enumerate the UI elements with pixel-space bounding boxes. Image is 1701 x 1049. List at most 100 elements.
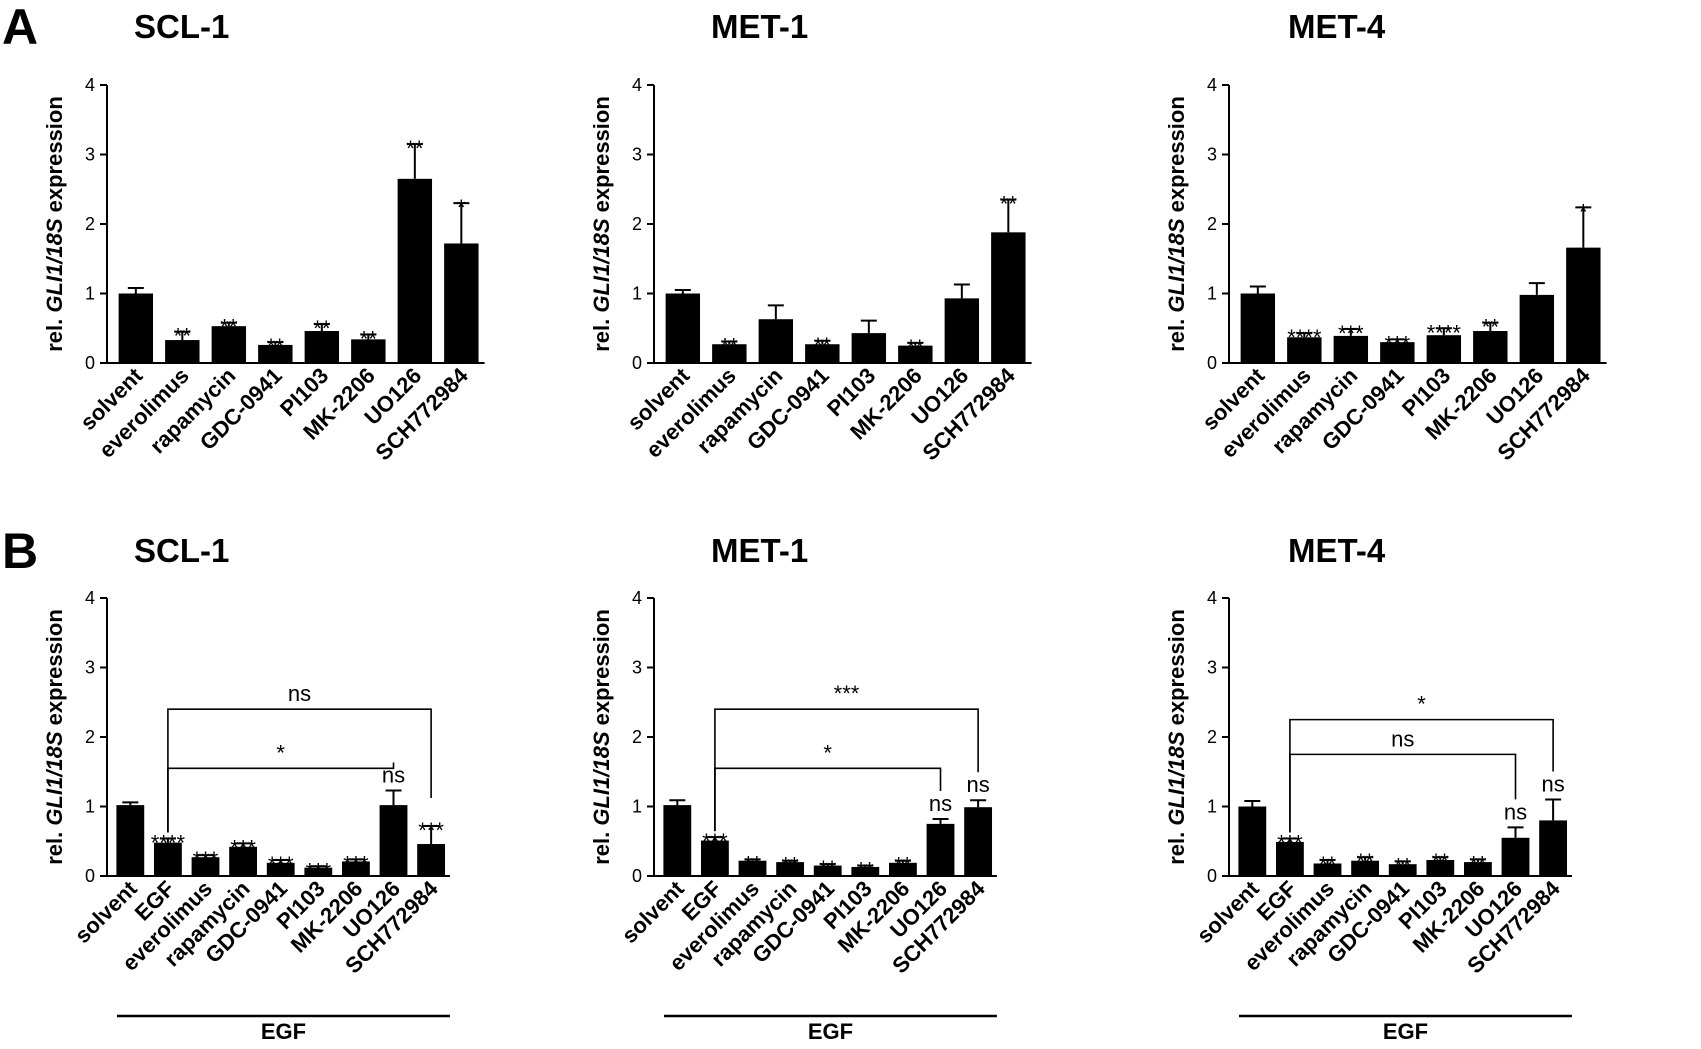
group-label: EGF [1383,1019,1428,1044]
bar [665,293,701,363]
comparison-bracket [167,708,432,833]
chart-title: SCL-1 [134,8,229,45]
y-axis-label-prefix: rel. [42,826,67,865]
significance-label: *** [230,835,256,860]
significance-label: ** [1432,849,1450,874]
bar [266,862,295,876]
y-tick-label: 4 [85,588,95,608]
comparison-bracket [167,762,395,833]
significance-label: ** [1000,192,1018,217]
significance-label: * [457,195,466,220]
significance-label: ns [966,772,989,797]
bar [342,861,370,876]
bracket-label: ns [1391,726,1414,751]
significance-label: *** [1338,321,1364,346]
bar [154,842,182,876]
chart-b-met-4: MET-4 rel. GLI1/18S expression 0 1 2 3 4 solven… [1164,532,1572,1044]
bar [776,862,805,876]
y-axis-label: rel. GLI1/18S expression [42,96,67,352]
y-axis-label-gene: GLI1/18S [1164,218,1189,312]
significance-label: * [1579,199,1588,224]
y-tick-label: 0 [632,353,642,373]
group-label: EGF [808,1019,853,1044]
significance-label: ** [814,333,832,358]
significance-label: ** [819,856,837,881]
y-tick-label: 2 [632,727,642,747]
bar [258,344,293,363]
bar [926,823,955,876]
significance-label: ns [1541,772,1564,797]
significance-label: ** [744,851,762,876]
significance-label: ** [313,316,331,341]
significance-label: **** [1427,320,1462,345]
comparison-bracket [714,708,979,832]
y-tick-label: 0 [1207,353,1217,373]
y-tick-label: 1 [632,284,642,304]
significance-label: *** [1277,830,1303,855]
bracket-label: * [276,740,285,765]
category-label: solvent [1192,875,1265,948]
bar [851,333,887,363]
y-tick-label: 1 [1207,797,1217,817]
bar [898,345,933,363]
bar [758,319,794,363]
bar [1388,864,1417,876]
significance-label: ** [894,853,912,878]
category-label: solvent [70,875,143,948]
y-tick-label: 1 [632,797,642,817]
significance-label: ** [174,324,192,349]
y-axis-label-suffix: expression [589,609,614,731]
bar [191,857,220,876]
significance-label: ns [929,791,952,816]
y-tick-label: 3 [1207,145,1217,165]
y-tick-label: 3 [85,145,95,165]
bar [229,846,258,876]
comparison-bracket [714,767,942,832]
bar [1539,820,1568,876]
y-tick-label: 4 [632,588,642,608]
bracket-label: ns [288,681,311,706]
significance-label: ** [857,858,875,883]
bar [304,867,333,876]
bar [1566,247,1601,363]
significance-label: *** [702,829,728,854]
significance-label: *** [193,847,219,872]
y-tick-label: 0 [85,353,95,373]
significance-label: **** [151,830,186,855]
category-label: solvent [617,875,690,948]
significance-label: ** [1482,315,1500,340]
y-axis-label-prefix: rel. [589,826,614,865]
significance-label: *** [418,818,444,843]
significance-label: *** [305,858,331,883]
significance-label: **** [1287,325,1322,350]
group-label: EGF [261,1019,306,1044]
y-axis-label-prefix: rel. [1164,313,1189,352]
y-tick-label: 0 [1207,866,1217,886]
bar [397,178,433,363]
significance-label: ** [721,333,739,358]
chart-title: MET-4 [1288,532,1386,569]
y-tick-label: 2 [85,214,95,234]
y-tick-label: 3 [632,658,642,678]
y-tick-label: 1 [1207,284,1217,304]
bar [1464,862,1492,876]
significance-label: ** [267,334,285,359]
bar [991,232,1026,363]
bar [1501,837,1530,876]
significance-label: ** [1394,853,1412,878]
y-tick-label: 4 [632,75,642,95]
bar [1473,331,1508,363]
y-tick-label: 3 [632,145,642,165]
significance-label: ** [406,136,424,161]
y-tick-label: 2 [1207,214,1217,234]
y-axis-label-gene: GLI1/18S [42,218,67,312]
y-axis-label-suffix: expression [42,96,67,218]
y-tick-label: 0 [85,866,95,886]
y-tick-label: 3 [85,658,95,678]
bar [116,805,145,876]
chart-title: SCL-1 [134,532,229,569]
bar [813,865,842,876]
